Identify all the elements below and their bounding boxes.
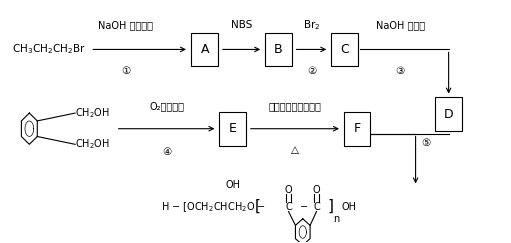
Text: F: F: [354, 122, 361, 135]
Text: A: A: [200, 43, 209, 56]
Text: D: D: [444, 108, 453, 121]
Text: O: O: [313, 185, 320, 195]
FancyBboxPatch shape: [219, 112, 246, 146]
Text: OH: OH: [342, 202, 357, 212]
Text: n: n: [333, 214, 339, 224]
Text: Br$_2$: Br$_2$: [303, 18, 320, 32]
Text: NaOH 乙醇溶液: NaOH 乙醇溶液: [99, 20, 153, 30]
Text: ③: ③: [396, 66, 405, 76]
Text: H $-$ [OCH$_2$CHCH$_2$O $-$: H $-$ [OCH$_2$CHCH$_2$O $-$: [161, 200, 266, 214]
Text: ②: ②: [307, 66, 316, 76]
Text: $-$: $-$: [296, 202, 308, 212]
FancyBboxPatch shape: [192, 33, 218, 66]
FancyBboxPatch shape: [344, 112, 370, 146]
Text: E: E: [229, 122, 237, 135]
Text: C: C: [340, 43, 349, 56]
Text: 新制氢氧化铜，酸化: 新制氢氧化铜，酸化: [269, 101, 321, 111]
Text: C: C: [313, 202, 320, 212]
FancyBboxPatch shape: [435, 97, 462, 131]
Text: NBS: NBS: [230, 20, 252, 30]
Text: △: △: [291, 145, 299, 155]
Text: C: C: [285, 202, 292, 212]
Text: CH$_2$OH: CH$_2$OH: [75, 138, 110, 151]
Text: ①: ①: [121, 66, 130, 76]
Text: [: [: [255, 199, 261, 214]
FancyBboxPatch shape: [331, 33, 358, 66]
Text: ⑤: ⑤: [421, 138, 430, 148]
Text: B: B: [274, 43, 283, 56]
Text: CH$_2$OH: CH$_2$OH: [75, 106, 110, 120]
Text: ]: ]: [328, 199, 334, 214]
Text: OH: OH: [225, 180, 240, 190]
FancyBboxPatch shape: [265, 33, 292, 66]
Text: CH$_3$CH$_2$CH$_2$Br: CH$_3$CH$_2$CH$_2$Br: [12, 43, 85, 56]
Text: NaOH 水溶液: NaOH 水溶液: [376, 20, 425, 30]
Text: O: O: [285, 185, 292, 195]
Text: O₂，催化剂: O₂，催化剂: [149, 101, 184, 111]
Text: ④: ④: [162, 147, 171, 156]
